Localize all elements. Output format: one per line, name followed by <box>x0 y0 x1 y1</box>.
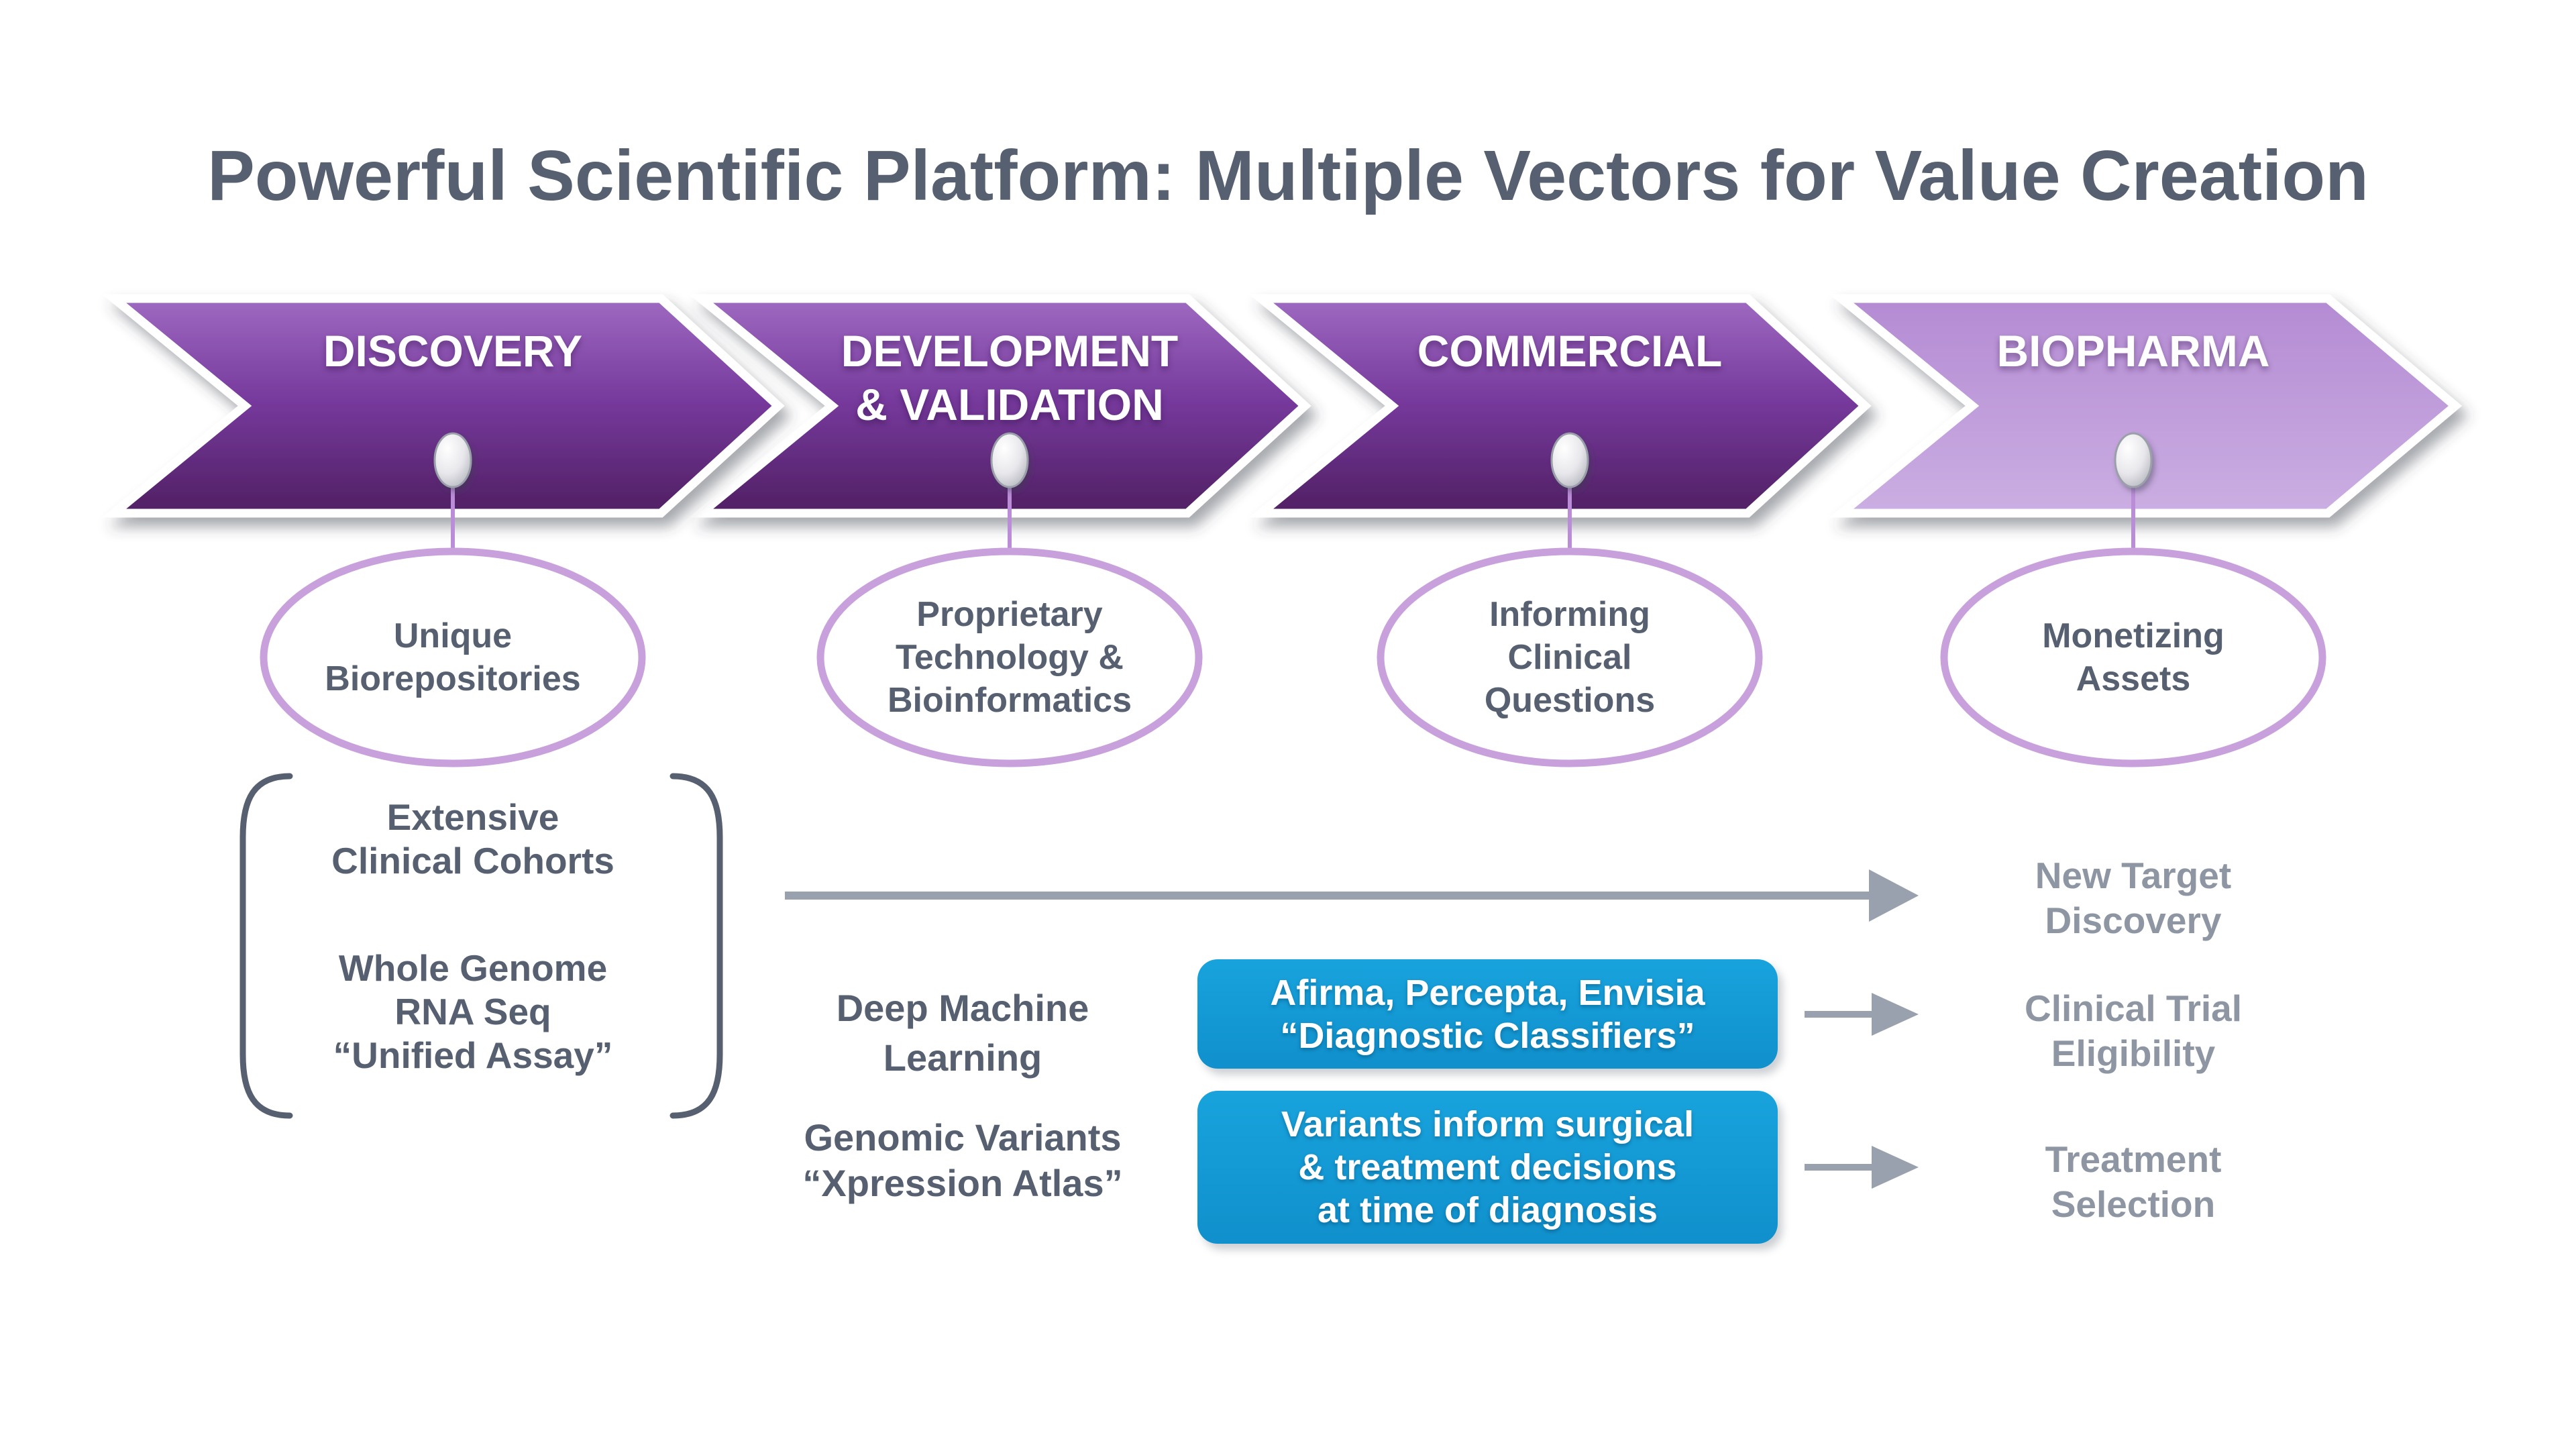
stage-arrow-discovery <box>101 294 785 518</box>
flow-arrow-bottom-head <box>1872 1146 1919 1189</box>
diagnostic-classifiers-box: Afirma, Percepta, Envisia “Diagnostic Cl… <box>1197 959 1778 1069</box>
pin-discovery <box>433 432 472 488</box>
bubble-text-commercial: Informing Clinical Questions <box>1484 595 1656 720</box>
stage-pins <box>433 432 2153 488</box>
stage-label-development: DEVELOPMENT & VALIDATION <box>841 326 1179 429</box>
outcome-clinical-trial-eligibility: Clinical Trial Eligibility <box>2024 987 2242 1074</box>
bubble-discovery <box>260 547 646 767</box>
bubble-commercial <box>1377 547 1763 767</box>
cohort-bracket-right <box>669 773 723 1119</box>
stage-arrow-biopharma <box>1829 294 2463 518</box>
pin-biopharma <box>2114 432 2153 488</box>
bubble-text-biopharma: Monetizing Assets <box>2042 616 2224 698</box>
cohort-bracket-left <box>239 773 293 1119</box>
bubble-development <box>816 547 1203 767</box>
stage-arrow-commercial <box>1248 294 1872 518</box>
deep-machine-learning-label: Deep Machine Learning <box>836 987 1089 1079</box>
genomic-variants-label: Genomic Variants “Xpression Atlas” <box>802 1116 1123 1204</box>
variants-decisions-box: Variants inform surgical & treatment dec… <box>1197 1091 1778 1244</box>
pin-development <box>990 432 1029 488</box>
bubble-biopharma <box>1940 547 2326 767</box>
pin-commercial <box>1550 432 1589 488</box>
flow-arrow-long-head <box>1869 869 1919 922</box>
stage-arrows <box>101 294 2463 518</box>
stage-label-commercial: COMMERCIAL <box>1417 326 1723 376</box>
slide-title: Powerful Scientific Platform: Multiple V… <box>207 136 2369 215</box>
cohorts-text: Extensive Clinical Cohorts <box>331 796 614 881</box>
outcome-treatment-selection: Treatment Selection <box>2045 1138 2222 1225</box>
stage-bubbles <box>260 547 2326 767</box>
stage-label-discovery: DISCOVERY <box>323 326 583 376</box>
stage-label-biopharma: BIOPHARMA <box>1996 326 2270 376</box>
unified-assay-text: Whole Genome RNA Seq “Unified Assay” <box>333 947 613 1076</box>
flow-arrow-mid-head <box>1872 993 1919 1036</box>
outcome-new-target-discovery: New Target Discovery <box>2035 855 2232 941</box>
bubble-text-development: Proprietary Technology & Bioinformatics <box>887 595 1132 720</box>
flow-arrows <box>785 869 1919 1189</box>
cohort-bracket <box>239 773 723 1119</box>
stage-arrow-development <box>688 294 1311 518</box>
bubble-text-discovery: Unique Biorepositories <box>325 616 581 698</box>
